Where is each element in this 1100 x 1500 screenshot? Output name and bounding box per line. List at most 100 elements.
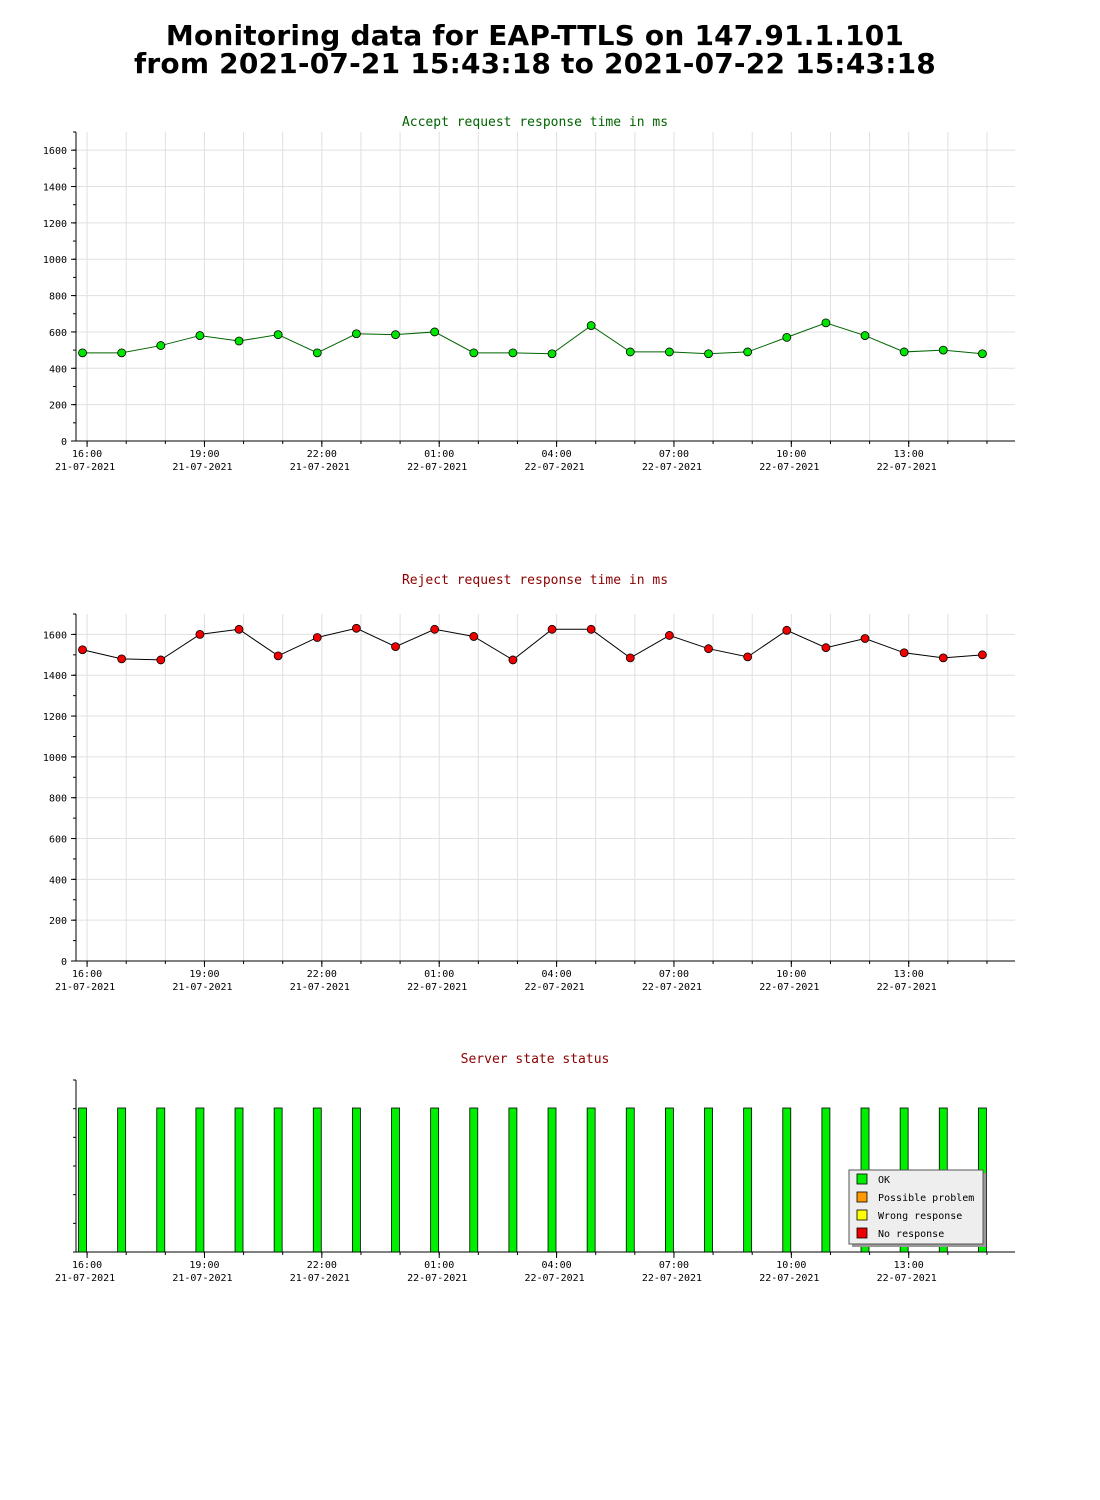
y-tick-label: 400	[49, 364, 67, 375]
x-tick-label-time: 07:00	[659, 1260, 689, 1271]
y-tick-label: 1000	[43, 753, 67, 764]
y-tick-label: 1400	[43, 183, 67, 194]
status-bar	[351, 1107, 361, 1253]
status-bar	[117, 1107, 127, 1253]
status-bar	[821, 1107, 831, 1253]
data-point	[938, 653, 948, 663]
legend-swatch	[856, 1227, 868, 1239]
y-tick-label: 600	[49, 328, 67, 339]
x-tick-label-time: 22:00	[307, 449, 337, 460]
chart-title: Accept request response time in ms	[402, 115, 668, 130]
legend-label: No response	[878, 1229, 944, 1240]
x-tick-label-date: 22-07-2021	[524, 1273, 584, 1284]
x-tick-label-date: 21-07-2021	[172, 982, 232, 993]
x-tick-label-time: 04:00	[542, 969, 572, 980]
x-tick-label-date: 22-07-2021	[642, 1273, 702, 1284]
data-point	[625, 347, 635, 357]
data-point	[782, 625, 792, 635]
status-bar	[234, 1107, 244, 1253]
legend-label: Wrong response	[878, 1211, 962, 1222]
x-tick-label-time: 10:00	[776, 1260, 806, 1271]
y-tick-label: 1200	[43, 712, 67, 723]
x-tick-label-time: 10:00	[776, 449, 806, 460]
data-point	[430, 327, 440, 337]
x-tick-label-time: 13:00	[894, 449, 924, 460]
legend-swatch	[856, 1191, 868, 1203]
data-point	[234, 336, 244, 346]
data-point	[156, 655, 166, 665]
data-point	[547, 624, 557, 634]
x-tick-label-time: 04:00	[542, 449, 572, 460]
x-tick-label-date: 22-07-2021	[877, 462, 937, 473]
status-bar	[664, 1107, 674, 1253]
page-title-line-2: from 2021-07-21 15:43:18 to 2021-07-22 1…	[134, 47, 936, 80]
y-tick-label: 200	[49, 916, 67, 927]
x-tick-label-time: 13:00	[894, 969, 924, 980]
x-tick-label-time: 19:00	[189, 1260, 219, 1271]
data-point	[860, 331, 870, 340]
page-title-line-1: Monitoring data for EAP-TTLS on 147.91.1…	[165, 19, 905, 52]
data-point	[977, 349, 987, 359]
data-point	[469, 632, 479, 641]
status-bar	[625, 1107, 635, 1253]
x-tick-label-time: 19:00	[189, 449, 219, 460]
data-point	[899, 347, 909, 357]
status-bar	[469, 1107, 479, 1253]
x-tick-label-date: 21-07-2021	[55, 462, 115, 473]
x-tick-label-date: 22-07-2021	[524, 982, 584, 993]
status-bar	[312, 1107, 322, 1253]
x-tick-label-date: 21-07-2021	[172, 462, 232, 473]
x-tick-label-time: 16:00	[72, 449, 102, 460]
status-bar	[704, 1107, 713, 1253]
x-tick-label-date: 22-07-2021	[759, 982, 819, 993]
x-tick-label-time: 16:00	[72, 969, 102, 980]
data-point	[117, 348, 127, 358]
data-point	[78, 645, 87, 655]
data-point	[977, 650, 987, 660]
status-bar	[508, 1107, 518, 1253]
y-tick-label: 0	[61, 957, 67, 968]
y-tick-label: 1200	[43, 219, 67, 230]
x-tick-label-date: 22-07-2021	[407, 462, 467, 473]
x-tick-label-date: 22-07-2021	[524, 462, 584, 473]
status-bar	[195, 1107, 205, 1253]
x-tick-label-date: 21-07-2021	[290, 462, 350, 473]
x-tick-label-date: 22-07-2021	[642, 982, 702, 993]
status-bar	[78, 1107, 87, 1253]
x-tick-label-time: 16:00	[72, 1260, 102, 1271]
data-point	[860, 634, 870, 643]
data-point	[586, 624, 596, 634]
x-tick-label-time: 01:00	[424, 969, 454, 980]
x-tick-label-date: 21-07-2021	[290, 982, 350, 993]
data-point	[547, 349, 557, 359]
legend-label: Possible problem	[878, 1193, 974, 1204]
data-point	[743, 652, 753, 662]
x-tick-label-date: 22-07-2021	[642, 462, 702, 473]
data-point	[469, 348, 479, 358]
data-point	[273, 651, 283, 661]
data-point	[78, 348, 87, 358]
data-point	[625, 653, 635, 663]
data-point	[821, 643, 831, 653]
x-tick-label-date: 22-07-2021	[759, 462, 819, 473]
data-point	[508, 655, 518, 665]
data-point	[508, 348, 518, 358]
data-point	[743, 347, 753, 357]
data-point	[938, 345, 948, 355]
y-tick-label: 800	[49, 292, 67, 303]
legend-swatch	[856, 1173, 868, 1185]
data-point	[391, 330, 400, 340]
x-tick-label-time: 13:00	[894, 1260, 924, 1271]
y-tick-label: 1400	[43, 671, 67, 682]
data-point	[391, 642, 400, 652]
x-tick-label-time: 01:00	[424, 1260, 454, 1271]
x-tick-label-time: 07:00	[659, 449, 689, 460]
x-tick-label-date: 21-07-2021	[55, 982, 115, 993]
x-tick-label-time: 07:00	[659, 969, 689, 980]
data-point	[821, 318, 831, 328]
y-tick-label: 1600	[43, 146, 67, 157]
series-line	[82, 627, 983, 661]
data-point	[430, 624, 440, 634]
data-point	[782, 332, 792, 342]
